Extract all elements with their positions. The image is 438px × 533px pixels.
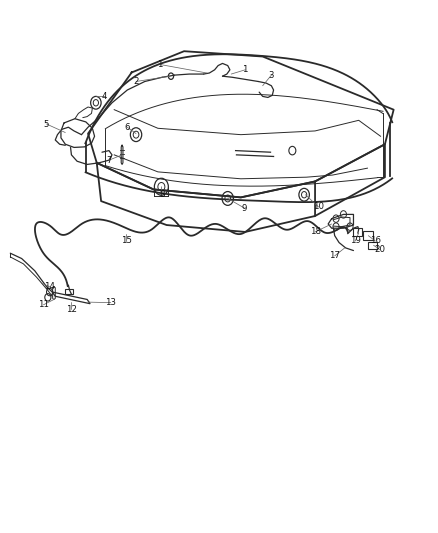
- Text: 10: 10: [313, 203, 324, 212]
- Text: 3: 3: [268, 70, 274, 79]
- Text: 8: 8: [159, 190, 165, 199]
- Text: 1: 1: [243, 66, 248, 74]
- Text: 18: 18: [310, 228, 321, 237]
- Bar: [368, 241, 377, 249]
- Text: 2: 2: [133, 77, 139, 86]
- Text: 5: 5: [44, 119, 49, 128]
- Text: 11: 11: [38, 300, 49, 309]
- Bar: [363, 231, 373, 240]
- Text: 15: 15: [121, 237, 132, 246]
- Text: 12: 12: [66, 304, 77, 313]
- Text: 16: 16: [370, 237, 381, 246]
- Bar: [353, 228, 362, 236]
- Bar: [65, 289, 73, 294]
- Text: 6: 6: [124, 123, 130, 132]
- Text: 20: 20: [374, 245, 385, 254]
- Text: 4: 4: [102, 92, 107, 101]
- Text: 1: 1: [157, 60, 163, 69]
- Text: 7: 7: [106, 156, 112, 165]
- Text: 14: 14: [44, 282, 55, 291]
- Text: 19: 19: [350, 237, 360, 246]
- Text: 13: 13: [105, 298, 116, 307]
- Text: 9: 9: [242, 204, 247, 213]
- Text: 17: 17: [329, 252, 340, 260]
